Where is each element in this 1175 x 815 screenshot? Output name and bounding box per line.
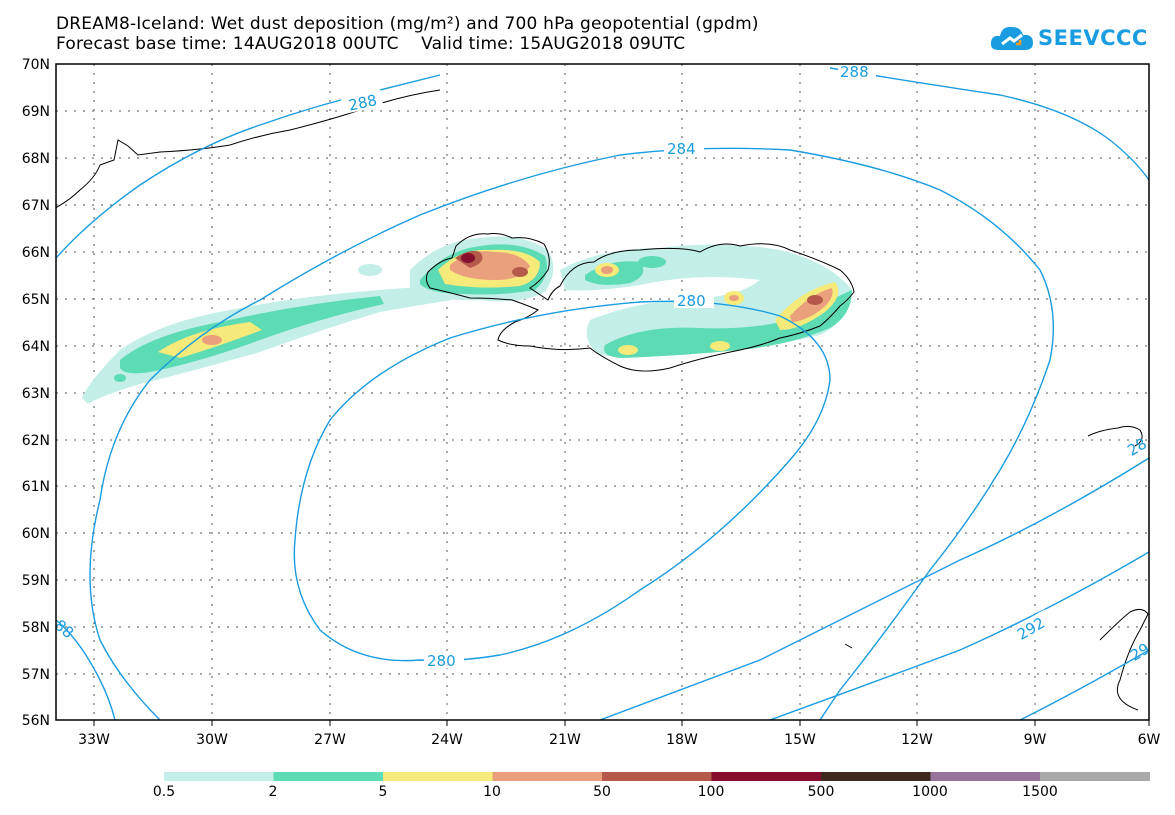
legend-label: 1000 [912, 784, 948, 800]
legend-swatch [273, 772, 384, 781]
logo-text: SEEVCCC [1038, 26, 1148, 50]
legend-label: 10 [483, 784, 501, 800]
cloud-icon [990, 26, 1033, 50]
lon-labels: 33W 30W 27W 24W 21W 18W 15W 12W 9W 6W [78, 732, 1160, 748]
legend-swatch [711, 772, 822, 781]
contour-label: 284 [667, 140, 696, 158]
legend-label: 50 [593, 784, 611, 800]
lon-label: 33W [78, 732, 110, 748]
seevccc-logo: SEEVCCC [990, 20, 1148, 56]
lat-label: 58N [22, 620, 50, 636]
lon-label: 12W [901, 732, 933, 748]
grid-lines [56, 64, 1149, 720]
plot-frame [55, 63, 1150, 721]
legend-swatch [164, 772, 274, 781]
axis-ticks [93, 720, 1150, 726]
legend-swatch [383, 772, 493, 781]
lon-label: 21W [549, 732, 581, 748]
legend-label: 1500 [1022, 784, 1058, 800]
legend-swatch [930, 772, 1041, 781]
lat-label: 69N [22, 104, 50, 120]
legend-swatch [602, 772, 712, 781]
lat-label: 66N [22, 245, 50, 261]
legend-label: 100 [697, 784, 725, 800]
legend-label: 0.5 [152, 784, 176, 800]
lon-label: 24W [431, 732, 463, 748]
lat-label: 60N [22, 526, 50, 542]
lat-labels: 70N 69N 68N 67N 66N 65N 64N 63N 62N 61N … [22, 57, 50, 729]
lon-label: 6W [1138, 732, 1161, 748]
lat-label: 56N [22, 713, 50, 729]
contour-labels: 288 288 284 280 280 292 28 88 29 [51, 63, 1153, 670]
title-line-1: DREAM8-Iceland: Wet dust deposition (mg/… [56, 14, 759, 34]
contour-label: 28 [1124, 435, 1150, 460]
dust-plume-west [82, 264, 452, 404]
legend-colorbar [164, 772, 1150, 781]
lat-label: 59N [22, 573, 50, 589]
title-line-2: Forecast base time: 14AUG2018 00UTC Vali… [56, 34, 686, 54]
legend-label: 2 [268, 784, 278, 800]
lon-label: 15W [784, 732, 816, 748]
lon-label: 27W [314, 732, 346, 748]
lat-label: 68N [22, 151, 50, 167]
lat-label: 63N [22, 386, 50, 402]
contour-lines [56, 67, 1149, 720]
legend-label: 500 [807, 784, 835, 800]
lat-label: 64N [22, 339, 50, 355]
contour-label: 288 [347, 91, 379, 115]
lon-label: 9W [1024, 732, 1047, 748]
contour-label: 288 [840, 63, 869, 81]
lon-label: 18W [666, 732, 698, 748]
legend-swatch [1040, 772, 1150, 781]
lat-label: 67N [22, 198, 50, 214]
lat-label: 65N [22, 292, 50, 308]
contour-label: 280 [427, 652, 456, 670]
dust-iceland [410, 236, 852, 358]
lat-label: 70N [22, 57, 50, 73]
contour-label: 280 [677, 292, 706, 310]
lon-label: 30W [196, 732, 228, 748]
legend-swatch [492, 772, 603, 781]
lat-label: 57N [22, 667, 50, 683]
lat-label: 62N [22, 433, 50, 449]
legend-swatch [821, 772, 931, 781]
legend-label: 5 [378, 784, 388, 800]
coastlines [56, 89, 1149, 711]
lat-label: 61N [22, 479, 50, 495]
